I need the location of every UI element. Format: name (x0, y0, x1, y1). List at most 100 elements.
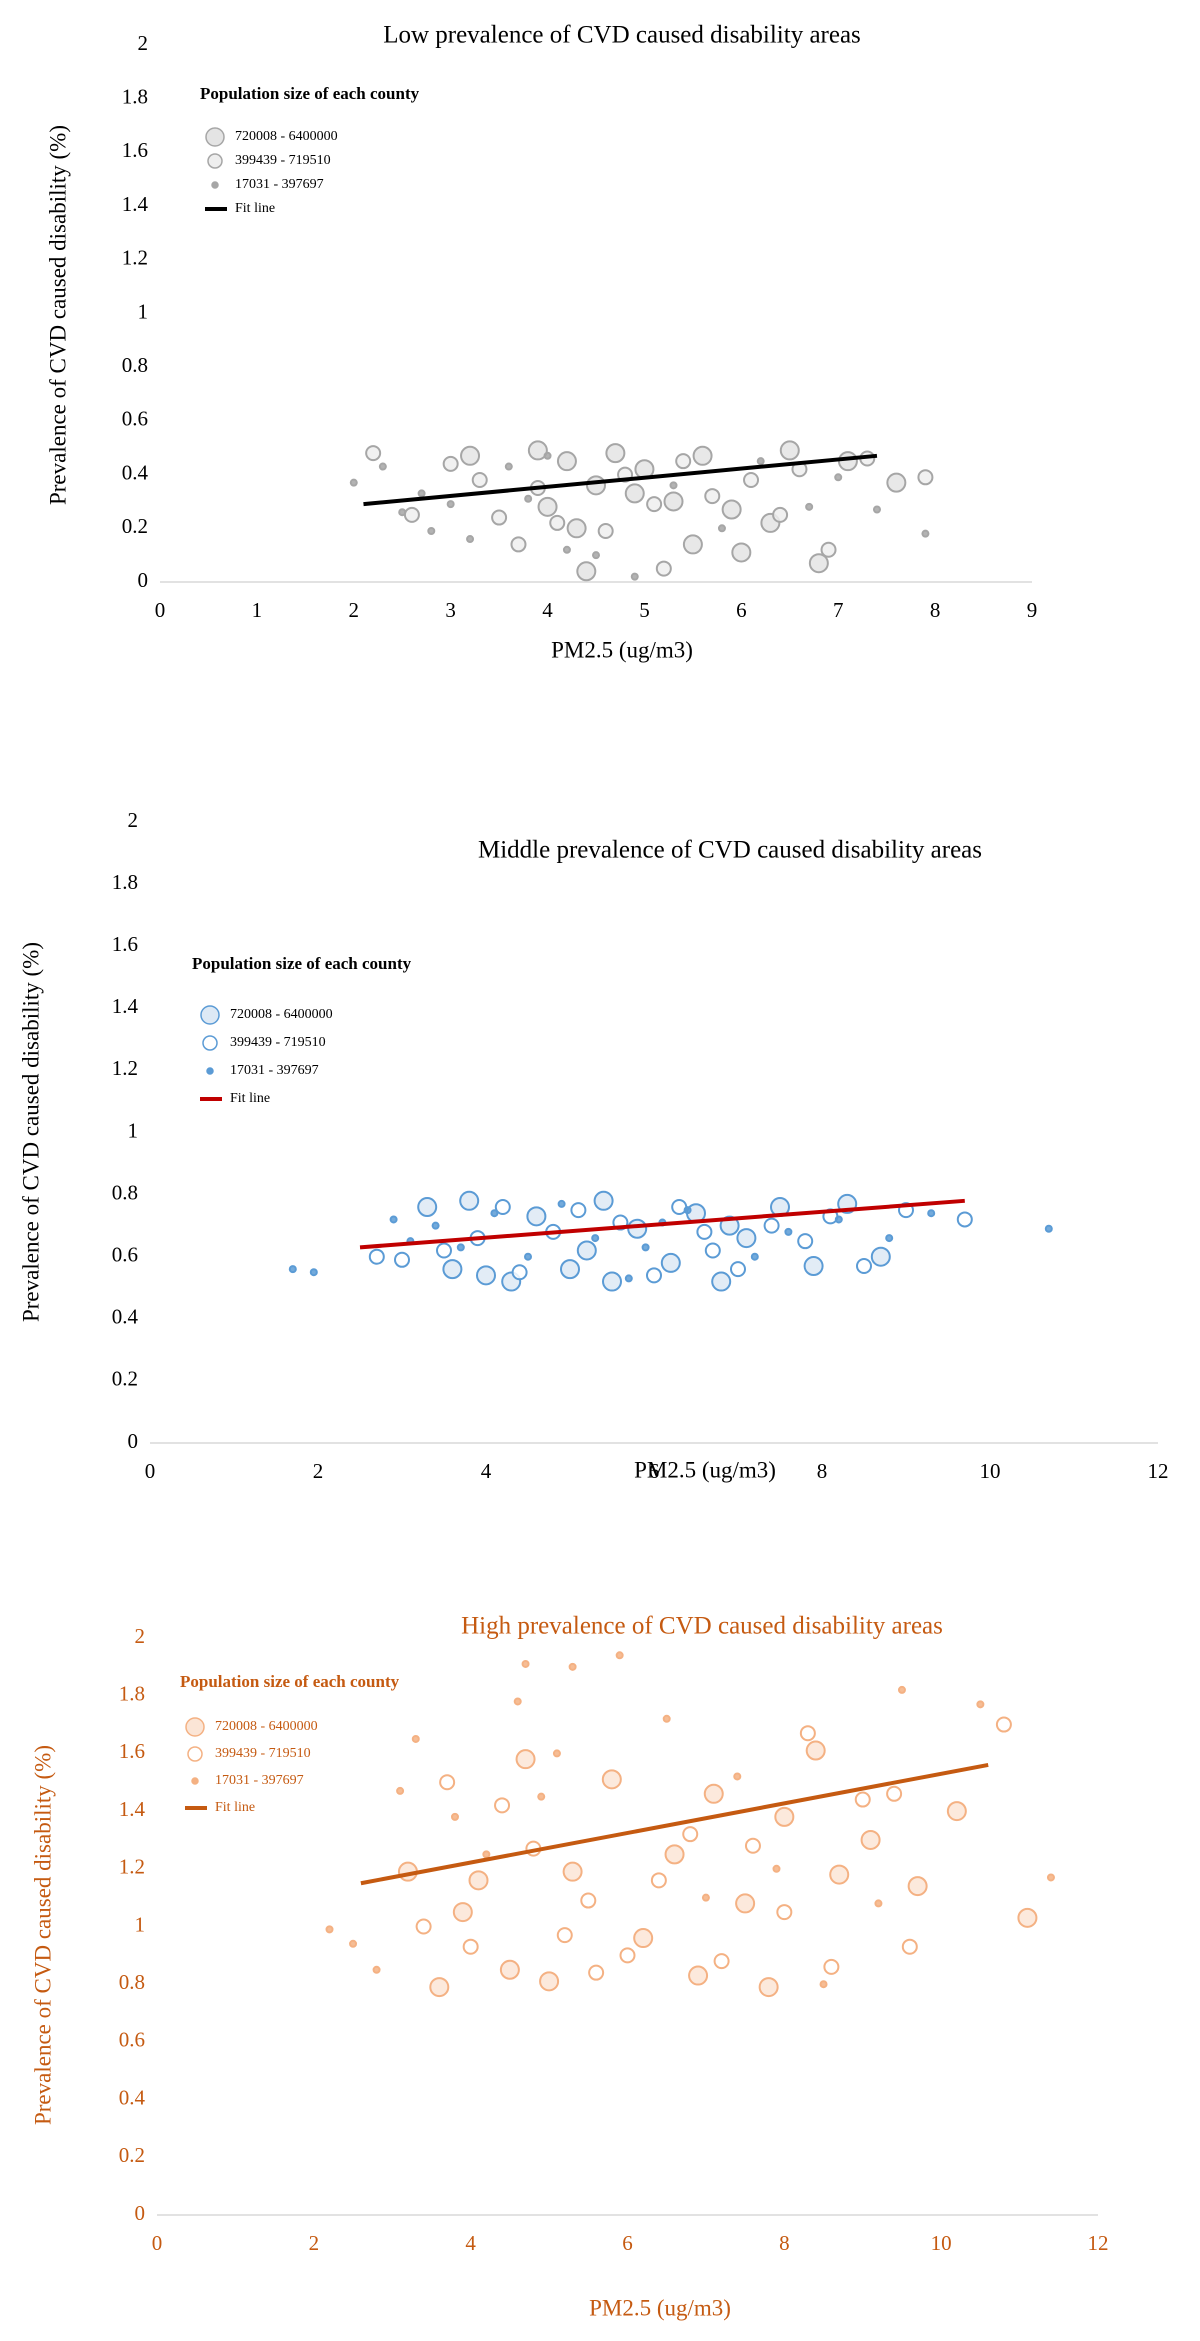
bubble (692, 445, 713, 466)
bubble (562, 1861, 583, 1882)
bubble (995, 1716, 1012, 1733)
bubble (510, 536, 527, 553)
legend-title: Population size of each county (200, 84, 420, 103)
y-tick-label: 2 (135, 1624, 146, 1648)
bubble (682, 534, 703, 555)
bubble (504, 462, 513, 471)
bubble (772, 506, 789, 523)
y-tick-label: 1.2 (112, 1056, 138, 1080)
x-tick-label: 9 (1027, 598, 1038, 622)
bubble (927, 1209, 936, 1218)
bubble (602, 1271, 622, 1292)
bubble (429, 1977, 450, 1998)
bubble (439, 1774, 456, 1791)
bubble (309, 1268, 318, 1277)
bubble (956, 1211, 973, 1228)
bubble (527, 440, 548, 461)
bubble (592, 551, 600, 560)
bubble (776, 1904, 793, 1921)
y-tick-label: 1.6 (122, 138, 148, 162)
y-axis-label: Prevalence of CVD caused disability (%) (30, 1745, 55, 2125)
bubble (823, 1958, 840, 1975)
y-tick-label: 1.8 (112, 870, 138, 894)
x-tick-label: 4 (465, 2231, 476, 2255)
y-tick-label: 1.2 (119, 1855, 145, 1879)
bubble (398, 508, 407, 517)
y-tick-label: 0.2 (122, 514, 148, 538)
legend-marker (211, 181, 219, 189)
bubble (521, 1659, 530, 1668)
y-tick-label: 0 (135, 2201, 146, 2225)
bubble (494, 1797, 511, 1814)
bubble (921, 529, 930, 538)
legend-label: Fit line (230, 1091, 270, 1106)
bubble (721, 499, 742, 520)
bubble (874, 1899, 883, 1908)
bubble (799, 1725, 816, 1742)
bubble (349, 478, 358, 487)
bubble (805, 502, 814, 511)
y-tick-label: 1.4 (122, 192, 149, 216)
bubble (576, 561, 597, 582)
y-tick-label: 1.4 (119, 1797, 146, 1821)
y-tick-label: 0.8 (119, 1970, 145, 1994)
bubble (1046, 1873, 1055, 1882)
y-axis-label: Prevalence of CVD caused disability (%) (45, 125, 70, 505)
bubble (646, 1267, 662, 1284)
bubble (711, 1271, 732, 1292)
x-tick-label: 6 (622, 2231, 633, 2255)
x-tick-label: 8 (930, 598, 941, 622)
bubble (459, 1190, 480, 1211)
bubble (494, 1199, 511, 1216)
bubble (797, 1233, 814, 1250)
x-tick-label: 1 (252, 598, 263, 622)
x-tick-label: 6 (736, 598, 747, 622)
bubble (624, 1274, 633, 1283)
bubble (389, 1215, 398, 1224)
bubble (556, 1927, 573, 1944)
bubble (417, 1197, 438, 1218)
y-axis-label: Prevalence of CVD caused disability (%) (18, 942, 43, 1322)
bubble (646, 496, 663, 513)
x-tick-label: 3 (445, 598, 456, 622)
y-tick-label: 0.8 (112, 1180, 138, 1204)
bubble (886, 472, 907, 493)
bubble (736, 1228, 757, 1249)
y-tick-label: 1.8 (119, 1682, 145, 1706)
bubble (576, 1240, 597, 1261)
y-tick-label: 0.4 (112, 1305, 139, 1329)
x-tick-label: 10 (980, 1459, 1001, 1483)
bubble (805, 1740, 826, 1761)
chart-title: Middle prevalence of CVD caused disabili… (478, 837, 982, 864)
bubble (837, 451, 858, 472)
bubble (549, 514, 566, 531)
legend-marker (205, 127, 225, 147)
bubble (731, 542, 752, 563)
fit-line (360, 1762, 989, 1886)
bubble (515, 1749, 536, 1770)
bubble (557, 1199, 566, 1208)
legend-marker (206, 1067, 214, 1075)
legend-label: 399439 - 719510 (230, 1035, 326, 1050)
bubble (663, 491, 684, 512)
x-tick-label: 2 (349, 598, 360, 622)
y-tick-label: 1.8 (122, 85, 148, 109)
bubble (1044, 1224, 1053, 1233)
legend-marker (207, 153, 223, 169)
bubble (403, 506, 420, 523)
legend-marker (191, 1777, 199, 1785)
bubble (854, 1791, 871, 1808)
bubble (750, 1252, 759, 1261)
bubble (735, 1893, 756, 1914)
x-tick-label: 5 (639, 598, 650, 622)
bubble (675, 453, 692, 470)
chart-title: Low prevalence of CVD caused disability … (383, 22, 861, 49)
bubble (431, 1221, 440, 1230)
bubble (436, 1242, 452, 1259)
bubble (669, 481, 678, 490)
bubble (524, 494, 533, 503)
y-tick-label: 0.6 (122, 407, 148, 431)
y-tick-label: 1.2 (122, 246, 148, 270)
